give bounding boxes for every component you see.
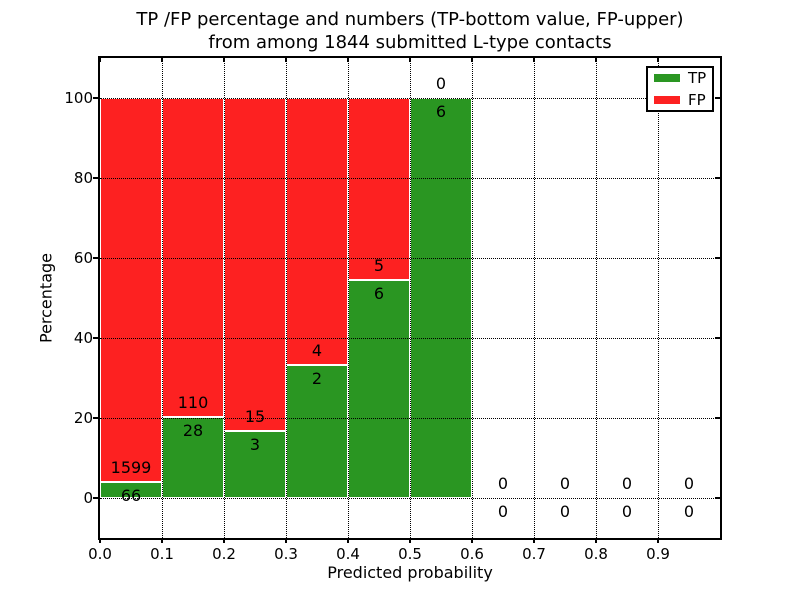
x-tick-label: 0.6 xyxy=(460,545,484,563)
y-tickmark-left xyxy=(93,497,99,499)
x-tickmark-top xyxy=(595,58,597,62)
x-tickmark-top xyxy=(471,58,473,62)
bar-segment-tp xyxy=(224,431,286,498)
y-tickmark-right xyxy=(715,337,720,339)
x-tickmark-bottom xyxy=(99,538,101,543)
bar-segment-fp xyxy=(162,98,224,417)
x-tickmark-bottom xyxy=(347,538,349,543)
y-tickmark-left xyxy=(93,177,99,179)
legend-item-fp: FP xyxy=(654,90,706,109)
y-tickmark-left xyxy=(93,417,99,419)
y-tickmark-left xyxy=(93,337,99,339)
x-tickmark-bottom xyxy=(223,538,225,543)
y-tick-label: 80 xyxy=(73,169,93,187)
chart-title-line2: from among 1844 submitted L-type contact… xyxy=(208,32,612,53)
fp-count-label: 5 xyxy=(373,255,385,275)
y-tickmark-right xyxy=(715,417,720,419)
y-gridline xyxy=(100,498,720,499)
legend-item-tp: TP xyxy=(654,68,707,87)
x-tick-label: 0.9 xyxy=(646,545,670,563)
legend-label: FP xyxy=(688,90,706,109)
tp-count-label: 66 xyxy=(120,486,142,506)
bar-segment-tp xyxy=(162,416,224,498)
y-tickmark-left xyxy=(93,257,99,259)
tp-count-label: 0 xyxy=(621,502,633,521)
x-tickmark-bottom xyxy=(595,538,597,543)
x-tickmark-bottom xyxy=(657,538,659,543)
x-tick-label: 0.2 xyxy=(212,545,236,563)
x-tickmark-bottom xyxy=(161,538,163,543)
tp-count-label: 0 xyxy=(559,502,571,521)
x-tickmark-top xyxy=(161,58,163,62)
y-tickmark-right xyxy=(715,257,720,259)
legend-label: TP xyxy=(688,68,707,87)
fp-swatch-icon xyxy=(654,96,680,104)
x-gridline xyxy=(596,58,597,538)
bar-segment-fp xyxy=(348,98,410,280)
plot-area: 1599 66 110 28 15 3 4 2 5 6 0 6 0 0 0 0 0 0 0 0 TP FP xyxy=(93,58,720,543)
tp-count-label: 3 xyxy=(249,435,261,455)
x-tick-label: 0.8 xyxy=(584,545,608,563)
x-tick-label: 0.0 xyxy=(88,545,112,563)
tp-count-label: 6 xyxy=(435,102,447,121)
x-tickmark-top xyxy=(223,58,225,62)
y-tick-label: 0 xyxy=(83,489,93,507)
x-gridline xyxy=(534,58,535,538)
fp-count-label: 15 xyxy=(244,407,266,427)
fp-count-label: 0 xyxy=(559,474,571,493)
x-tickmark-top xyxy=(657,58,659,62)
x-tickmark-top xyxy=(99,58,101,62)
fp-count-label: 0 xyxy=(497,474,509,493)
y-tick-label: 20 xyxy=(73,409,93,427)
x-tick-label: 0.5 xyxy=(398,545,422,563)
x-tick-label: 0.4 xyxy=(336,545,360,563)
tp-count-label: 6 xyxy=(373,283,385,303)
chart-title-line1: TP /FP percentage and numbers (TP-bottom… xyxy=(136,9,684,30)
tp-count-label: 0 xyxy=(683,502,695,521)
bar-segment-fp xyxy=(224,98,286,432)
tp-count-label: 2 xyxy=(311,368,323,388)
fp-count-label: 1599 xyxy=(110,458,152,478)
fp-count-label: 0 xyxy=(621,474,633,493)
y-tick-label: 40 xyxy=(73,329,93,347)
bar-segment-fp xyxy=(286,98,348,365)
fp-count-label: 0 xyxy=(683,474,695,493)
tp-count-label: 0 xyxy=(497,502,509,521)
fp-count-label: 4 xyxy=(311,340,323,360)
bar-segment-tp xyxy=(348,279,410,498)
x-tickmark-top xyxy=(285,58,287,62)
x-gridline xyxy=(658,58,659,538)
y-tick-label: 100 xyxy=(64,89,93,107)
x-tick-label: 0.1 xyxy=(150,545,174,563)
bar-segment-fp xyxy=(100,98,162,483)
bar-segment-tp xyxy=(410,98,472,498)
bar-segment-tp xyxy=(286,364,348,498)
x-tickmark-top xyxy=(533,58,535,62)
x-tickmark-bottom xyxy=(533,538,535,543)
x-tickmark-bottom xyxy=(409,538,411,543)
x-tickmark-bottom xyxy=(471,538,473,543)
x-tick-label: 0.3 xyxy=(274,545,298,563)
x-tick-label: 0.7 xyxy=(522,545,546,563)
bar-segment-tp xyxy=(100,482,162,498)
tp-count-label: 28 xyxy=(182,420,204,440)
y-tickmark-left xyxy=(93,97,99,99)
chart-title: TP /FP percentage and numbers (TP-bottom… xyxy=(100,8,720,54)
x-axis-label: Predicted probability xyxy=(327,563,493,582)
x-tickmark-bottom xyxy=(285,538,287,543)
x-gridline xyxy=(472,58,473,538)
y-tick-label: 60 xyxy=(73,249,93,267)
y-tickmark-right xyxy=(715,97,720,99)
fp-count-label: 0 xyxy=(435,74,447,93)
fp-count-label: 110 xyxy=(177,392,209,412)
y-tickmark-right xyxy=(715,497,720,499)
x-tickmark-top xyxy=(347,58,349,62)
tp-swatch-icon xyxy=(654,74,680,82)
x-tickmark-top xyxy=(409,58,411,62)
y-tickmark-right xyxy=(715,177,720,179)
legend: TP FP xyxy=(646,66,714,112)
